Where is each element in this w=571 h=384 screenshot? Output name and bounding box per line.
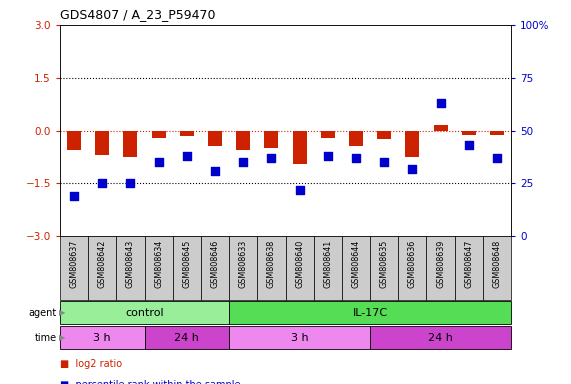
Text: 3 h: 3 h xyxy=(94,333,111,343)
Text: GSM808636: GSM808636 xyxy=(408,240,417,288)
Text: ■  percentile rank within the sample: ■ percentile rank within the sample xyxy=(60,380,240,384)
Bar xyxy=(151,131,166,137)
Point xyxy=(295,187,304,193)
Bar xyxy=(123,131,138,157)
Text: GSM808641: GSM808641 xyxy=(323,240,332,288)
Point xyxy=(436,100,445,106)
Text: GSM808644: GSM808644 xyxy=(352,240,360,288)
Bar xyxy=(208,131,222,146)
Text: GSM808647: GSM808647 xyxy=(464,240,473,288)
Bar xyxy=(313,236,342,300)
Text: GSM808637: GSM808637 xyxy=(70,240,79,288)
Text: 24 h: 24 h xyxy=(174,333,199,343)
Point xyxy=(267,155,276,161)
Text: GSM808642: GSM808642 xyxy=(98,240,107,288)
Text: ▶: ▶ xyxy=(59,308,66,318)
Text: GSM808640: GSM808640 xyxy=(295,240,304,288)
Point xyxy=(211,167,220,174)
Bar xyxy=(258,236,286,300)
Bar xyxy=(229,301,511,324)
Text: 3 h: 3 h xyxy=(291,333,308,343)
Point xyxy=(182,153,191,159)
Text: GSM808643: GSM808643 xyxy=(126,240,135,288)
Text: IL-17C: IL-17C xyxy=(352,308,388,318)
Bar xyxy=(88,236,116,300)
Bar xyxy=(144,326,229,349)
Text: 24 h: 24 h xyxy=(428,333,453,343)
Bar xyxy=(321,131,335,137)
Point xyxy=(70,193,79,199)
Text: GSM808635: GSM808635 xyxy=(380,240,389,288)
Bar xyxy=(349,131,363,146)
Text: GSM808638: GSM808638 xyxy=(267,240,276,288)
Point xyxy=(464,142,473,149)
Bar xyxy=(483,236,511,300)
Bar xyxy=(370,326,511,349)
Text: GSM808645: GSM808645 xyxy=(182,240,191,288)
Text: GSM808639: GSM808639 xyxy=(436,240,445,288)
Bar xyxy=(462,131,476,135)
Text: agent: agent xyxy=(29,308,57,318)
Point xyxy=(154,159,163,166)
Bar xyxy=(433,125,448,131)
Bar xyxy=(95,131,109,155)
Bar xyxy=(370,236,399,300)
Point xyxy=(351,155,360,161)
Point xyxy=(98,180,107,187)
Bar xyxy=(173,236,201,300)
Point xyxy=(126,180,135,187)
Bar xyxy=(264,131,279,148)
Bar xyxy=(377,131,391,139)
Bar xyxy=(292,131,307,164)
Point xyxy=(492,155,501,161)
Bar xyxy=(201,236,229,300)
Text: ■  log2 ratio: ■ log2 ratio xyxy=(60,359,122,369)
Bar xyxy=(455,236,483,300)
Bar xyxy=(236,131,250,150)
Bar xyxy=(144,236,173,300)
Bar xyxy=(229,236,258,300)
Bar xyxy=(67,131,81,150)
Bar xyxy=(399,236,427,300)
Bar xyxy=(60,236,88,300)
Text: GSM808633: GSM808633 xyxy=(239,240,248,288)
Bar xyxy=(427,236,455,300)
Text: ▶: ▶ xyxy=(59,333,66,343)
Point xyxy=(239,159,248,166)
Point xyxy=(380,159,389,166)
Text: GSM808634: GSM808634 xyxy=(154,240,163,288)
Point xyxy=(408,166,417,172)
Point xyxy=(323,153,332,159)
Text: GSM808646: GSM808646 xyxy=(211,240,219,288)
Bar xyxy=(405,131,420,157)
Bar xyxy=(116,236,144,300)
Bar xyxy=(342,236,370,300)
Text: time: time xyxy=(35,333,57,343)
Text: control: control xyxy=(125,308,164,318)
Bar xyxy=(60,301,229,324)
Bar xyxy=(286,236,313,300)
Bar xyxy=(490,131,504,135)
Text: GSM808648: GSM808648 xyxy=(492,240,501,288)
Bar xyxy=(180,131,194,136)
Text: GDS4807 / A_23_P59470: GDS4807 / A_23_P59470 xyxy=(60,8,215,21)
Bar xyxy=(229,326,370,349)
Bar xyxy=(60,326,144,349)
